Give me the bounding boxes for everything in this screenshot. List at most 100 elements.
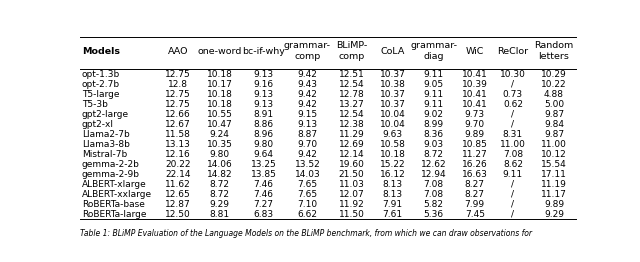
Text: 15.54: 15.54: [541, 160, 567, 169]
Text: 10.41: 10.41: [462, 90, 488, 99]
Text: RoBERTa-large: RoBERTa-large: [82, 210, 147, 219]
Text: 9.70: 9.70: [465, 120, 485, 129]
Text: 10.58: 10.58: [380, 140, 406, 149]
Text: 9.13: 9.13: [253, 100, 273, 109]
Text: 12.78: 12.78: [339, 90, 364, 99]
Text: 10.04: 10.04: [380, 120, 406, 129]
Text: 8.72: 8.72: [209, 190, 229, 199]
Text: /: /: [511, 120, 515, 129]
Text: 7.45: 7.45: [465, 210, 484, 219]
Text: 9.70: 9.70: [298, 140, 317, 149]
Text: 17.11: 17.11: [541, 170, 567, 179]
Text: 11.58: 11.58: [165, 130, 191, 139]
Text: Llama2-7b: Llama2-7b: [82, 130, 130, 139]
Text: gpt2-xl: gpt2-xl: [82, 120, 114, 129]
Text: 8.31: 8.31: [503, 130, 523, 139]
Text: 7.91: 7.91: [383, 200, 403, 209]
Text: 8.86: 8.86: [253, 120, 273, 129]
Text: 12.65: 12.65: [166, 190, 191, 199]
Text: grammar-
diag: grammar- diag: [410, 41, 457, 61]
Text: 12.54: 12.54: [339, 110, 364, 119]
Text: gemma-2-9b: gemma-2-9b: [82, 170, 140, 179]
Text: 11.17: 11.17: [541, 190, 567, 199]
Text: 7.10: 7.10: [298, 200, 317, 209]
Text: 9.05: 9.05: [424, 80, 444, 89]
Text: 11.00: 11.00: [500, 140, 526, 149]
Text: /: /: [511, 200, 515, 209]
Text: 10.39: 10.39: [462, 80, 488, 89]
Text: 12.16: 12.16: [166, 150, 191, 159]
Text: 19.60: 19.60: [339, 160, 364, 169]
Text: 8.27: 8.27: [465, 190, 484, 199]
Text: 14.03: 14.03: [294, 170, 321, 179]
Text: 6.62: 6.62: [298, 210, 317, 219]
Text: Table 1: BLiMP Evaluation of the Language Models on the BLiMP benchmark, from wh: Table 1: BLiMP Evaluation of the Languag…: [80, 229, 532, 238]
Text: 9.11: 9.11: [503, 170, 523, 179]
Text: 9.42: 9.42: [298, 100, 317, 109]
Text: 7.99: 7.99: [465, 200, 485, 209]
Text: 10.35: 10.35: [207, 140, 232, 149]
Text: 13.85: 13.85: [250, 170, 276, 179]
Text: bc-if-why: bc-if-why: [242, 47, 285, 56]
Text: 11.00: 11.00: [541, 140, 567, 149]
Text: 10.18: 10.18: [207, 100, 232, 109]
Text: 20.22: 20.22: [166, 160, 191, 169]
Text: 16.12: 16.12: [380, 170, 406, 179]
Text: 7.61: 7.61: [383, 210, 403, 219]
Text: Mistral-7b: Mistral-7b: [82, 150, 127, 159]
Text: 5.00: 5.00: [544, 100, 564, 109]
Text: 12.14: 12.14: [339, 150, 364, 159]
Text: 7.08: 7.08: [424, 180, 444, 189]
Text: 8.91: 8.91: [253, 110, 273, 119]
Text: 12.87: 12.87: [166, 200, 191, 209]
Text: 12.67: 12.67: [166, 120, 191, 129]
Text: opt-1.3b: opt-1.3b: [82, 70, 120, 79]
Text: one-word: one-word: [197, 47, 241, 56]
Text: 11.50: 11.50: [339, 210, 364, 219]
Text: 13.25: 13.25: [250, 160, 276, 169]
Text: 9.64: 9.64: [253, 150, 273, 159]
Text: 10.55: 10.55: [207, 110, 232, 119]
Text: 11.03: 11.03: [339, 180, 364, 189]
Text: 10.04: 10.04: [380, 110, 406, 119]
Text: 12.66: 12.66: [166, 110, 191, 119]
Text: Models: Models: [82, 47, 120, 56]
Text: 13.27: 13.27: [339, 100, 364, 109]
Text: /: /: [511, 80, 515, 89]
Text: 10.37: 10.37: [380, 70, 406, 79]
Text: 15.22: 15.22: [380, 160, 405, 169]
Text: 9.80: 9.80: [253, 140, 273, 149]
Text: 10.38: 10.38: [380, 80, 406, 89]
Text: 6.83: 6.83: [253, 210, 273, 219]
Text: 10.18: 10.18: [380, 150, 406, 159]
Text: 9.11: 9.11: [424, 100, 444, 109]
Text: 7.08: 7.08: [424, 190, 444, 199]
Text: CoLA: CoLA: [380, 47, 404, 56]
Text: 10.47: 10.47: [207, 120, 232, 129]
Text: 9.84: 9.84: [544, 120, 564, 129]
Text: 10.41: 10.41: [462, 100, 488, 109]
Text: /: /: [511, 110, 515, 119]
Text: 10.18: 10.18: [207, 90, 232, 99]
Text: 10.30: 10.30: [500, 70, 526, 79]
Text: ALBERT-xxlarge: ALBERT-xxlarge: [82, 190, 152, 199]
Text: 12.75: 12.75: [166, 90, 191, 99]
Text: 9.15: 9.15: [298, 110, 317, 119]
Text: 8.87: 8.87: [298, 130, 317, 139]
Text: 14.82: 14.82: [207, 170, 232, 179]
Text: 10.37: 10.37: [380, 100, 406, 109]
Text: 7.27: 7.27: [253, 200, 273, 209]
Text: 16.63: 16.63: [462, 170, 488, 179]
Text: 9.63: 9.63: [383, 130, 403, 139]
Text: 8.62: 8.62: [503, 160, 523, 169]
Text: 7.65: 7.65: [298, 180, 317, 189]
Text: 9.29: 9.29: [544, 210, 564, 219]
Text: 9.13: 9.13: [298, 120, 317, 129]
Text: 13.13: 13.13: [165, 140, 191, 149]
Text: 11.27: 11.27: [462, 150, 488, 159]
Text: 11.92: 11.92: [339, 200, 364, 209]
Text: 9.89: 9.89: [465, 130, 485, 139]
Text: 9.13: 9.13: [253, 90, 273, 99]
Text: BLiMP-
comp: BLiMP- comp: [336, 41, 367, 61]
Text: 7.46: 7.46: [253, 180, 273, 189]
